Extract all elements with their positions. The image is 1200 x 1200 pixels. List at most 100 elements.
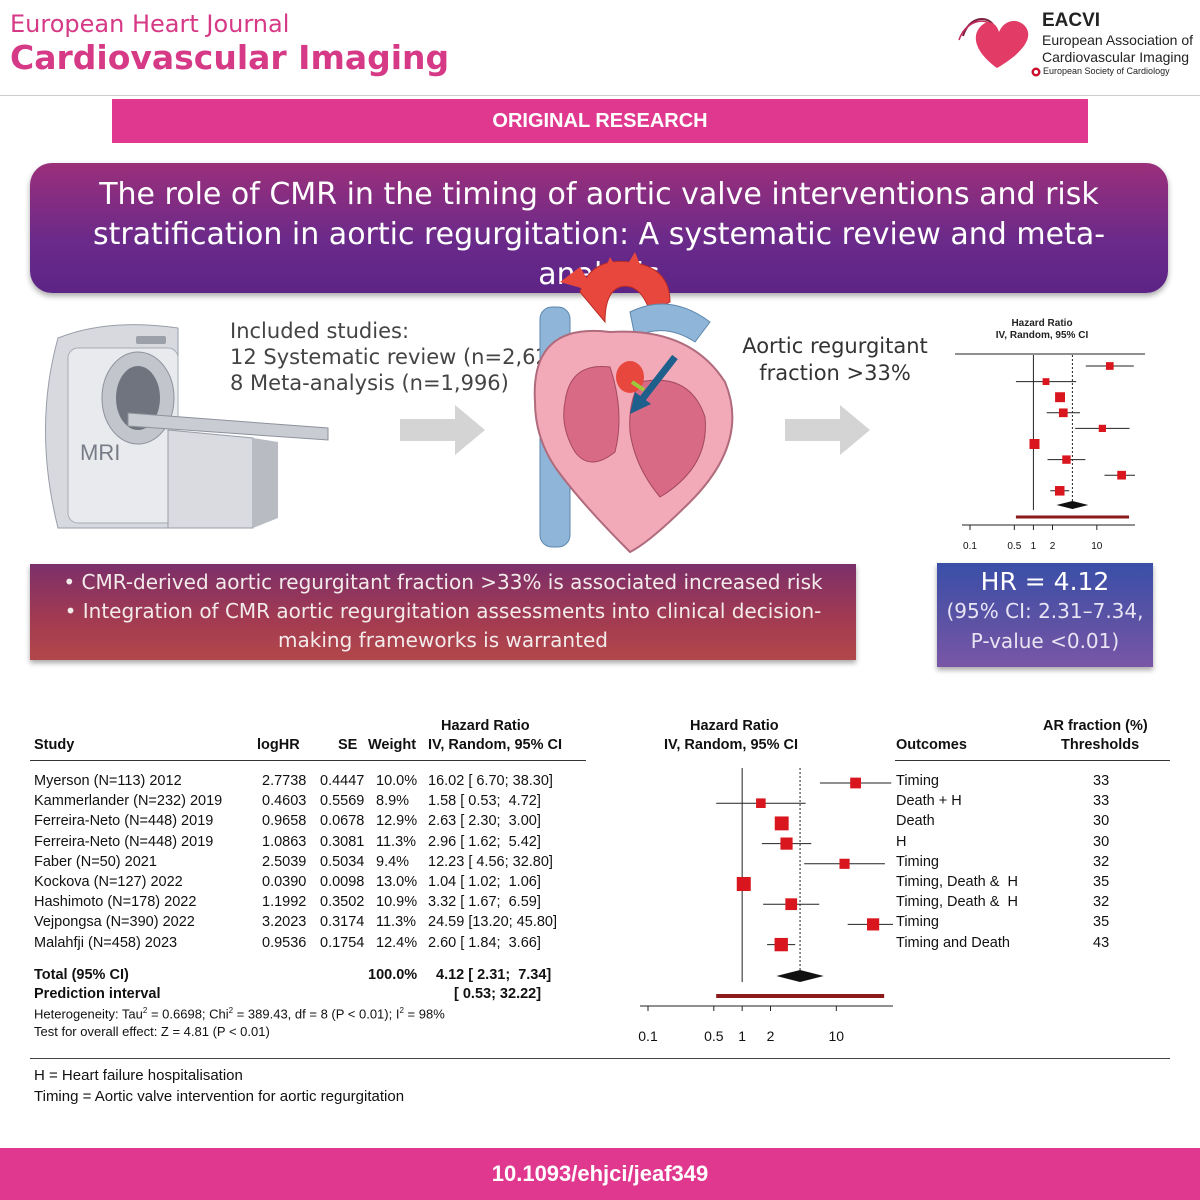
key-point: • Integration of CMR aortic regurgitatio…	[64, 599, 822, 652]
row-ci: 24.59 [13.20; 45.80]	[428, 914, 557, 931]
row-threshold: 30	[1093, 833, 1110, 850]
row-threshold: 43	[1093, 934, 1110, 951]
study-marker	[1117, 470, 1126, 480]
x-axis-tick-label: 1	[1031, 541, 1037, 552]
hazard-ratio-ci: (95% CI: 2.31–7.34,	[946, 599, 1144, 623]
flow-arrow-right	[785, 405, 870, 455]
row-loghr: 1.1992	[262, 894, 307, 911]
prediction-interval-bar	[716, 994, 885, 998]
heart-illustration	[533, 252, 734, 554]
prediction-interval-ci: [ 0.53; 32.22]	[454, 986, 542, 1002]
footnote-divider	[30, 1058, 1170, 1059]
study-marker	[774, 937, 788, 952]
total-ci: 4.12 [ 2.31; 7.34]	[436, 967, 552, 983]
row-loghr: 2.5039	[262, 853, 307, 870]
row-se: 0.5034	[320, 853, 365, 870]
study-marker	[1105, 362, 1114, 370]
row-study: Ferreira-Neto (N=448) 2019	[34, 833, 214, 850]
esc-logo-icon	[1031, 67, 1041, 77]
footnote-h: H = Heart failure hospitalisation	[34, 1067, 243, 1084]
study-marker	[839, 858, 850, 869]
col-ar-header-line1: AR fraction (%)	[1043, 718, 1148, 734]
col-ar-header-line2: Thresholds	[1061, 737, 1140, 753]
key-point: • CMR-derived aortic regurgitant fractio…	[63, 570, 823, 594]
row-outcome: Death + H	[896, 793, 962, 810]
row-loghr: 0.4603	[262, 793, 307, 810]
study-marker	[774, 816, 789, 831]
total-weight: 100.0%	[368, 967, 418, 983]
row-ci: 12.23 [ 4.56; 32.80]	[428, 853, 553, 870]
row-weight: 8.9%	[376, 793, 410, 810]
col-loghr-header: logHR	[257, 737, 300, 753]
row-se: 0.5569	[320, 793, 365, 810]
footnote-timing: Timing = Aortic valve intervention for a…	[34, 1088, 405, 1105]
eacvi-heart-logo	[958, 18, 1029, 68]
table-header-rule	[30, 760, 586, 761]
row-outcome: H	[896, 833, 907, 850]
study-marker	[850, 777, 861, 789]
row-ci: 3.32 [ 1.67; 6.59]	[428, 894, 541, 911]
row-ci: 16.02 [ 6.70; 38.30]	[428, 773, 553, 789]
row-study: Kockova (N=127) 2022	[34, 874, 183, 890]
row-ci: 2.96 [ 1.62; 5.42]	[428, 833, 541, 850]
row-study: Vejpongsa (N=390) 2022	[34, 914, 195, 931]
pooled-diamond	[776, 970, 824, 982]
study-marker	[1054, 486, 1065, 496]
doi-link[interactable]: 10.1093/ehjci/jeaf349	[0, 1148, 1200, 1200]
row-threshold: 33	[1093, 793, 1110, 810]
plot-header-line2: IV, Random, 95% CI	[664, 737, 799, 753]
row-threshold: 33	[1093, 773, 1110, 789]
study-marker	[867, 918, 880, 931]
row-study: Malahfji (N=458) 2023	[34, 934, 178, 951]
article-type-banner: ORIGINAL RESEARCH	[112, 99, 1088, 143]
row-outcome: Timing, Death & H	[896, 894, 1018, 911]
row-weight: 11.3%	[376, 833, 417, 850]
mri-scanner-illustration: MRI	[45, 324, 329, 529]
col-hr-header-line1: Hazard Ratio	[441, 718, 530, 734]
row-weight: 11.3%	[376, 914, 417, 931]
included-systematic-review: 12 Systematic review (n=2,622)	[230, 345, 571, 369]
hazard-ratio-pvalue: P-value <0.01)	[970, 629, 1120, 653]
col-study-header: Study	[34, 737, 75, 753]
x-axis-tick-label: 0.5	[704, 1028, 724, 1044]
journal-name-line2: Cardiovascular Imaging	[10, 38, 450, 77]
col-se-header: SE	[338, 737, 358, 753]
row-loghr: 2.7738	[262, 773, 307, 789]
row-se: 0.1754	[320, 934, 365, 951]
row-study: Ferreira-Neto (N=448) 2019	[34, 813, 214, 830]
x-axis-tick-label: 1	[738, 1028, 746, 1044]
study-marker	[1042, 378, 1050, 386]
row-threshold: 30	[1093, 813, 1110, 830]
row-study: Kammerlander (N=232) 2019	[34, 793, 223, 810]
x-axis-tick-label: 0.1	[638, 1028, 658, 1044]
row-weight: 9.4%	[376, 853, 410, 870]
study-marker	[756, 798, 766, 808]
flow-arrow-right	[400, 405, 485, 455]
esc-name: European Society of Cardiology	[1043, 66, 1170, 76]
row-study: Faber (N=50) 2021	[34, 853, 157, 870]
row-ci: 2.63 [ 2.30; 3.00]	[428, 813, 541, 830]
study-marker	[1062, 455, 1071, 464]
row-outcome: Timing and Death	[896, 934, 1010, 951]
mini-forest-plot: 0.1 0.5 1 2 10	[955, 353, 1145, 552]
row-outcome: Timing	[896, 853, 939, 870]
row-loghr: 0.0390	[262, 874, 307, 890]
row-loghr: 3.2023	[262, 914, 307, 931]
study-marker	[1055, 392, 1066, 403]
row-se: 0.4447	[320, 773, 365, 789]
row-weight: 10.0%	[376, 773, 418, 789]
society-name: European Association of Cardiovascular I…	[1042, 32, 1193, 65]
row-se: 0.3081	[320, 833, 365, 850]
row-outcome: Death	[896, 813, 935, 830]
society-abbreviation: EACVI	[1042, 10, 1101, 31]
mri-label: MRI	[80, 440, 120, 465]
x-axis-tick-label: 2	[1050, 541, 1056, 552]
header-divider	[0, 95, 1200, 96]
mini-forest-header: Hazard Ratio IV, Random, 95% CI	[962, 318, 1122, 342]
study-marker	[736, 877, 751, 891]
plot-header-line1: Hazard Ratio	[690, 718, 779, 734]
row-threshold: 35	[1093, 914, 1110, 931]
row-outcome: Timing	[896, 773, 939, 789]
row-se: 0.3502	[320, 894, 365, 911]
total-label: Total (95% CI)	[34, 967, 129, 983]
